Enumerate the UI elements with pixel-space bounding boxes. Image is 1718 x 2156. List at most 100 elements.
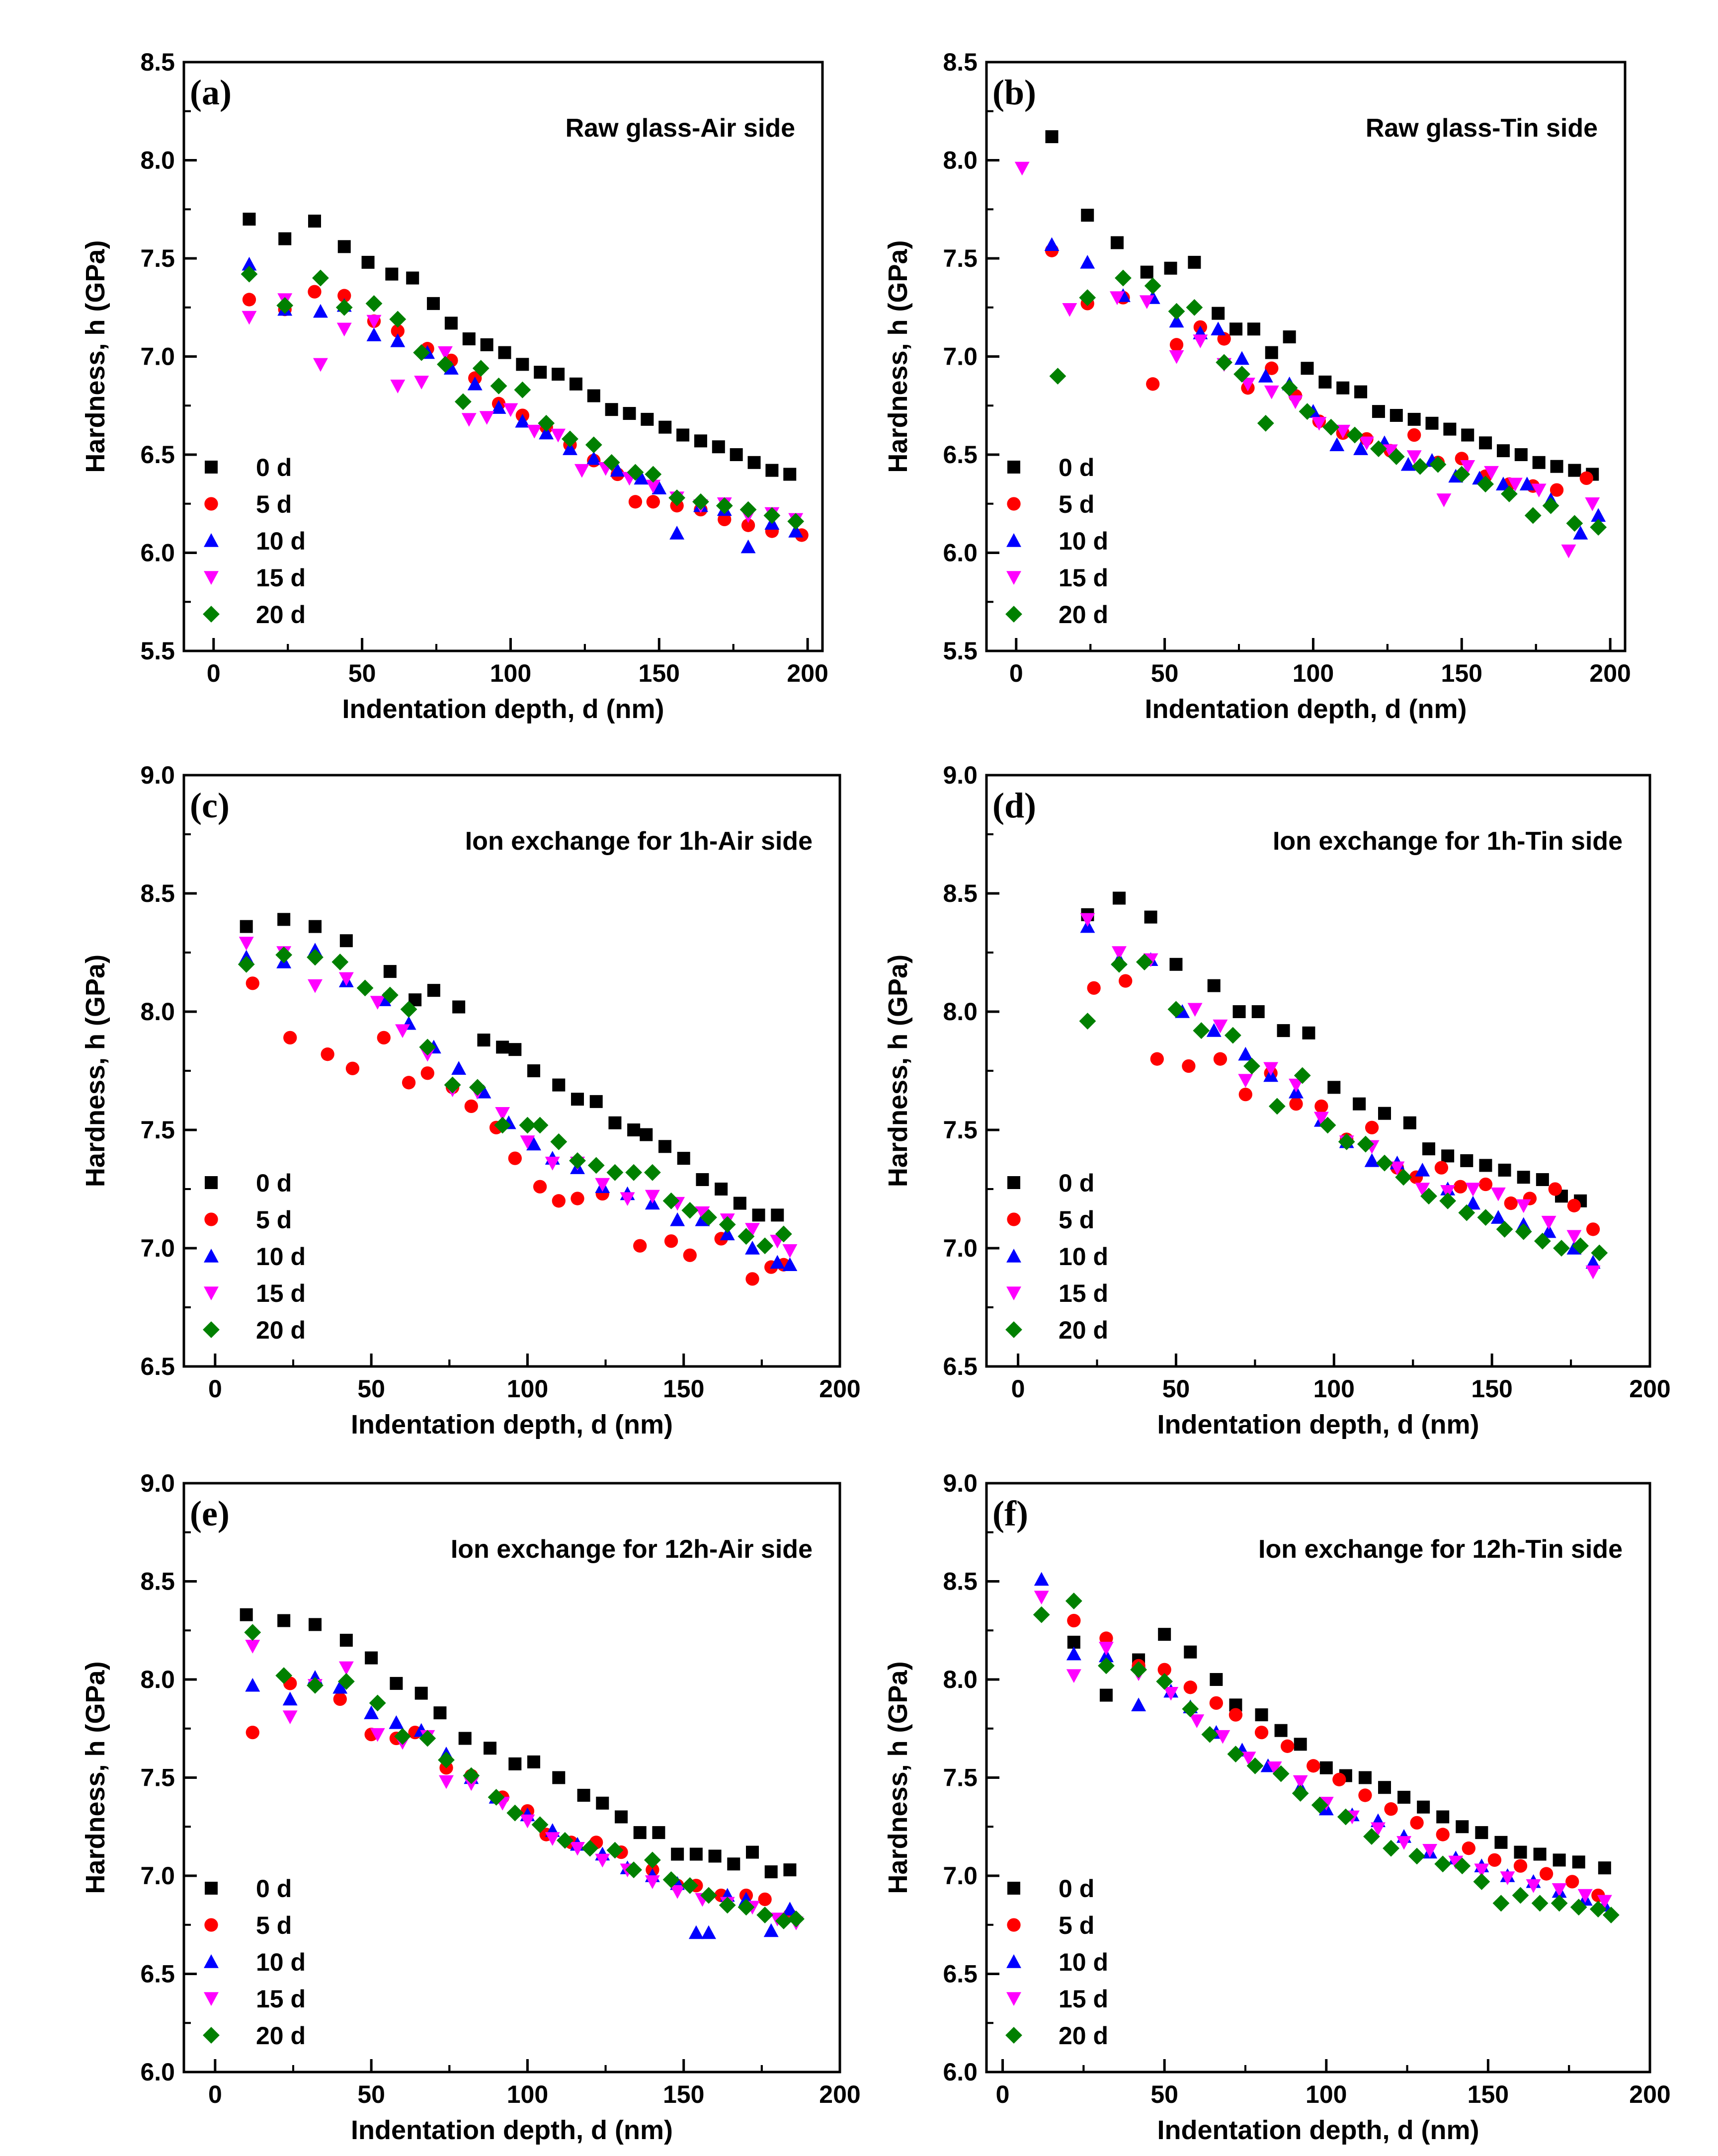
data-point (1136, 954, 1153, 970)
data-point (1130, 1661, 1147, 1678)
data-point (244, 1624, 261, 1641)
legend-label: 5 d (1059, 1206, 1094, 1234)
panel-label: (a) (190, 73, 232, 112)
data-point (770, 1255, 785, 1269)
data-point (1553, 1240, 1570, 1257)
data-point (745, 1223, 760, 1237)
legend-label: 5 d (1059, 1912, 1094, 1939)
data-point (1283, 330, 1296, 343)
data-point (730, 448, 743, 461)
data-point (1169, 314, 1184, 328)
data-point (1354, 385, 1368, 399)
data-point (1371, 1822, 1386, 1837)
data-point (494, 1117, 511, 1134)
y-tick-label: 8.0 (140, 998, 175, 1026)
x-axis-title: Indentation depth, d (nm) (351, 1410, 673, 1439)
data-point (1099, 1631, 1113, 1645)
data-point (627, 464, 644, 481)
data-point (1514, 448, 1528, 461)
data-point (240, 920, 253, 933)
legend-label: 10 d (256, 1243, 306, 1271)
data-point (1422, 1843, 1438, 1858)
data-point (1146, 377, 1160, 391)
x-tick-label: 200 (1589, 659, 1631, 687)
data-point (389, 1715, 404, 1729)
data-point (1487, 1853, 1502, 1867)
data-point (1302, 1026, 1315, 1039)
data-point (519, 1117, 536, 1134)
x-tick-label: 100 (1313, 1375, 1355, 1403)
data-point (1376, 1154, 1393, 1172)
legend-label: 10 d (1059, 527, 1108, 555)
data-point (1144, 277, 1161, 295)
data-point (1561, 544, 1576, 559)
series-0d (243, 213, 797, 481)
data-point (1541, 1224, 1556, 1238)
y-tick-label: 8.0 (140, 1666, 175, 1693)
data-point (1460, 460, 1475, 474)
data-point (671, 1847, 684, 1861)
data-point (1408, 1847, 1426, 1865)
legend: 0 d 5 d 10 d 15 d 20 d (1005, 454, 1108, 629)
data-point (1277, 1024, 1290, 1038)
data-point (1080, 913, 1095, 927)
data-point (1358, 1788, 1372, 1802)
data-point (771, 1208, 784, 1222)
legend-marker (204, 1992, 219, 2006)
data-point (444, 317, 458, 330)
x-tick-label: 200 (1629, 1375, 1670, 1403)
data-point (1494, 1836, 1508, 1849)
x-tick-label: 100 (1293, 659, 1334, 687)
x-tick-label: 0 (996, 2080, 1010, 2108)
legend: 0 d 5 d 10 d 15 d 20 d (203, 1169, 306, 1344)
data-point (365, 1651, 378, 1665)
data-point (1519, 477, 1535, 490)
data-point (763, 507, 781, 524)
x-tick-label: 200 (787, 659, 828, 687)
x-tick-label: 150 (639, 659, 680, 687)
x-axis-title: Indentation depth, d (nm) (1157, 1410, 1479, 1439)
data-point (1169, 958, 1183, 971)
data-point (1500, 1871, 1515, 1885)
data-point (1388, 448, 1405, 465)
data-point (1311, 417, 1327, 431)
data-point (627, 1123, 641, 1136)
data-point (534, 366, 547, 379)
data-point (1193, 1022, 1210, 1039)
data-point (282, 1691, 298, 1706)
legend-marker (1006, 1992, 1021, 2006)
data-point (490, 377, 507, 395)
data-point (1044, 237, 1060, 251)
data-point (337, 289, 351, 303)
data-point (464, 1099, 478, 1114)
data-point (1289, 1097, 1303, 1111)
data-point (1241, 1752, 1256, 1765)
legend-label: 20 d (1059, 2022, 1108, 2050)
data-point (420, 1066, 434, 1080)
data-point (1461, 428, 1474, 442)
y-tick-label: 7.0 (140, 343, 175, 371)
y-tick-label: 6.0 (943, 2058, 978, 2086)
panel-c: 6.5 7.0 7.5 8.0 8.5 9.0 0 50 100 150 200 Indentatio… (81, 761, 861, 1439)
data-point (239, 937, 254, 951)
data-point (1251, 1005, 1265, 1018)
data-point (595, 1178, 610, 1192)
data-point (1067, 1613, 1081, 1628)
data-point (545, 1156, 560, 1171)
data-point (1110, 236, 1124, 249)
y-axis-title: Hardness, h (GPa) (81, 1661, 110, 1894)
data-point (1224, 1027, 1241, 1044)
x-tick-label: 0 (207, 659, 221, 687)
legend-label: 10 d (1059, 1948, 1108, 1976)
legend-marker (203, 606, 220, 623)
data-point (308, 214, 321, 228)
data-point (1466, 1183, 1480, 1197)
x-axis-title: Indentation depth, d (nm) (1157, 2115, 1479, 2145)
panel-label: (e) (190, 1494, 230, 1533)
legend: 0 d 5 d 10 d 15 d 20 d (203, 1875, 306, 2050)
data-point (1466, 1196, 1480, 1210)
data-point (1542, 497, 1559, 514)
data-point (1327, 1081, 1341, 1094)
data-point (366, 327, 382, 341)
data-point (1274, 1724, 1288, 1737)
